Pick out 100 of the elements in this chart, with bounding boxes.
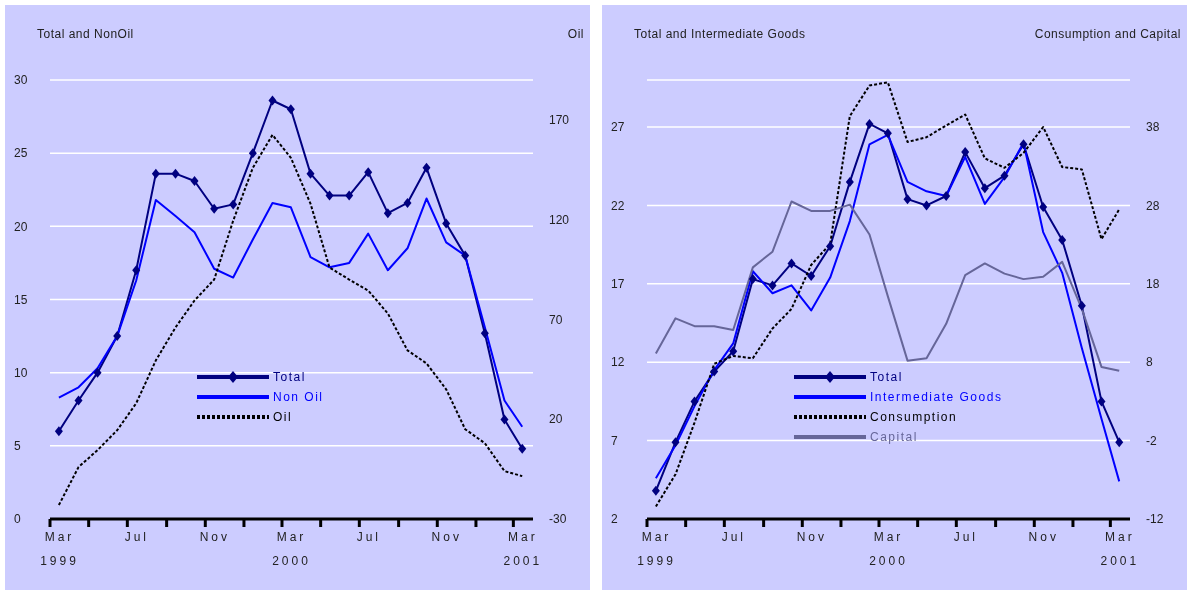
line-series [654,200,1121,372]
x-tick-label: Jul [953,530,978,544]
point [1115,437,1124,448]
point [710,366,719,377]
point [980,183,989,194]
point [922,200,931,211]
point [364,167,373,178]
text: Consumption [870,410,958,424]
y2-tick-label: -12 [1146,512,1164,527]
line-series [57,133,524,507]
x-tick-label: Mar 1999 [40,530,79,568]
y2-tick-label: 8 [1146,355,1153,370]
text: Non Oil [273,390,324,404]
point [748,274,757,285]
point [171,168,180,179]
x-tick-label: Mar 2000 [869,530,908,568]
point [248,148,257,159]
point [1039,202,1048,212]
point [210,203,219,214]
y-tick-label: 0 [14,512,21,527]
y-tick-label: 27 [611,120,625,135]
point [480,328,489,339]
point [1097,396,1106,407]
x-tick-label: Jul [124,530,150,544]
y-tick-label: 22 [611,198,625,213]
y2-tick-label: 120 [549,212,570,227]
point [961,147,970,158]
point [768,280,777,291]
point [442,218,451,229]
point [403,197,412,208]
point [690,396,699,407]
x-tick-label: Nov [431,530,462,544]
point [500,414,509,425]
y-tick-label: 2 [611,512,618,527]
point [1000,170,1009,181]
y2-tick-label: 38 [1146,120,1160,135]
text: Total [870,370,903,384]
y-tick-label: 20 [14,219,28,234]
y-tick-label: 17 [611,277,625,292]
point [345,190,354,201]
x-tick-label: Nov [1028,530,1059,544]
point [190,175,199,186]
y2-axis-title: Consumption and Capital [1034,27,1181,41]
y2-tick-label: 70 [549,312,563,327]
line-series [57,197,524,428]
y2-axis-title: Oil [567,27,584,41]
point [942,191,951,202]
point [729,346,738,357]
point [651,485,660,496]
y2-tick-label: 18 [1146,277,1160,292]
y-tick-label: 30 [14,73,28,88]
point [1058,234,1067,245]
y-tick-label: 15 [14,292,28,307]
y2-tick-label: -30 [549,512,567,527]
y-tick-label: 10 [14,365,28,380]
x-tick-label: Jul [356,530,381,544]
point [461,250,470,261]
point [229,199,238,210]
y-axis-title: Total and NonOil [37,27,134,41]
point [1019,139,1028,150]
text: Intermediate Goods [870,390,1003,404]
point [306,168,315,179]
text: Total [273,370,306,384]
x-tick-label: Mar 2001 [1100,530,1140,568]
point [865,118,874,129]
point [286,104,295,115]
y2-tick-label: -2 [1146,433,1157,448]
x-tick-label: Nov [796,530,827,544]
point [268,95,277,106]
point [518,443,527,454]
point [845,176,854,187]
point [422,162,431,173]
point [671,437,680,448]
point [113,331,122,342]
point [787,258,796,269]
text: Oil [273,410,293,424]
x-tick-label: Nov [199,530,230,544]
y2-tick-label: 170 [549,113,570,128]
y-tick-label: 7 [611,433,618,448]
point [903,194,912,205]
point [151,168,160,179]
y-tick-label: 25 [14,146,28,161]
point [826,241,835,252]
point [1077,300,1086,311]
point [54,426,63,437]
y2-tick-label: 20 [549,412,563,427]
y2-tick-label: 28 [1146,198,1160,213]
point [325,190,334,201]
y-tick-label: 12 [611,355,625,370]
y-tick-label: 5 [14,439,21,454]
x-tick-label: Mar 1999 [637,530,676,568]
x-tick-label: Mar 2000 [272,530,311,568]
text: Capital [870,430,918,444]
x-tick-label: Mar 2001 [503,530,543,568]
point [883,128,892,139]
point [383,208,392,219]
point [74,395,83,406]
x-tick-label: Jul [721,530,747,544]
point [807,270,816,281]
point [132,265,141,276]
